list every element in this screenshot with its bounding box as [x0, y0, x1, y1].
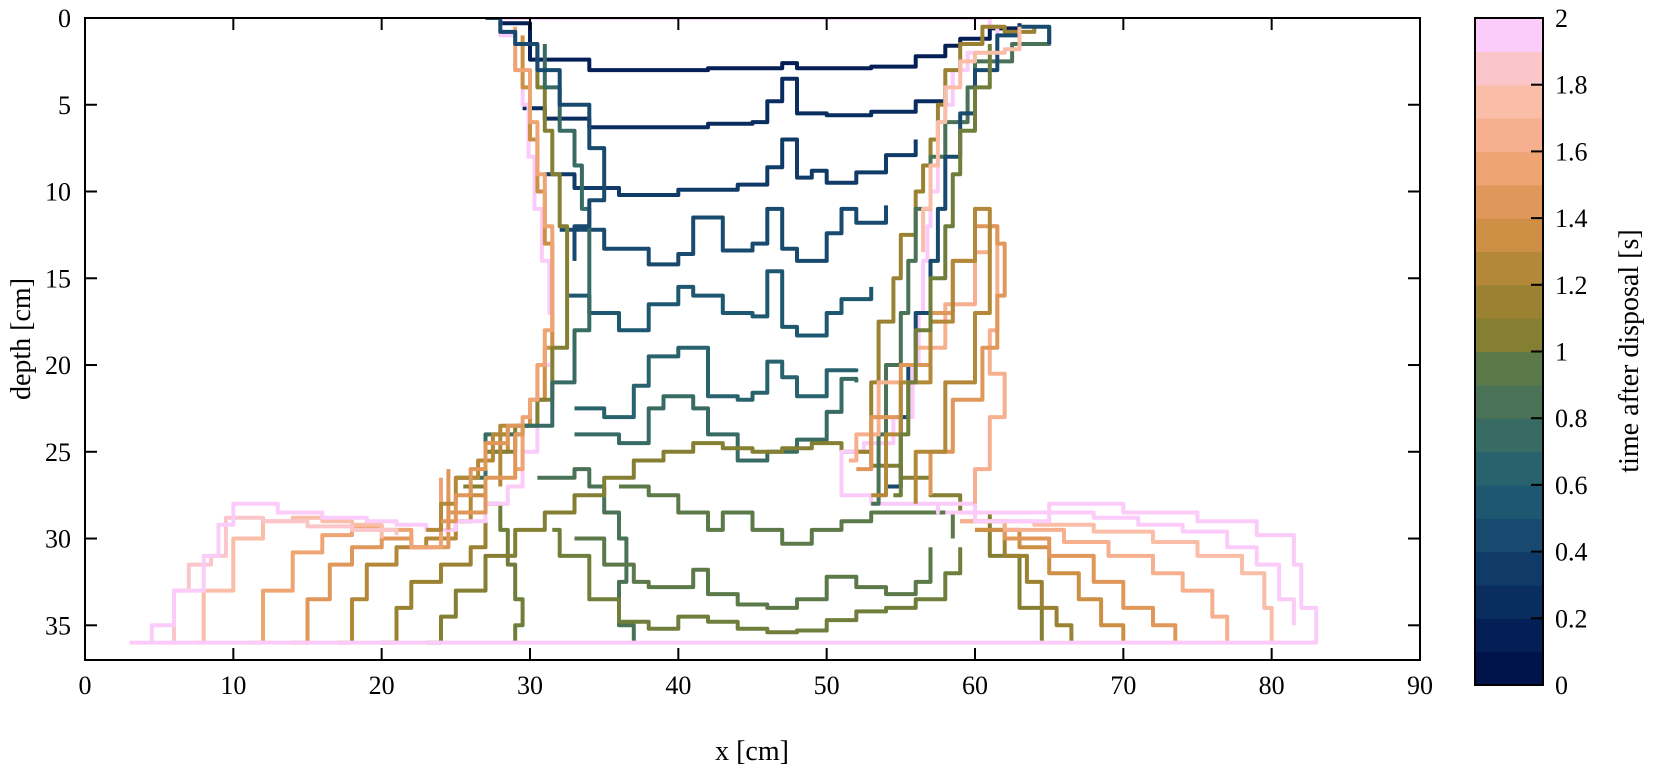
colorbar-swatch [1475, 284, 1543, 319]
y-tick-label: 30 [45, 525, 71, 554]
colorbar-swatch [1475, 18, 1543, 52]
colorbar-swatch [1475, 184, 1543, 219]
colorbar-swatch [1475, 484, 1543, 519]
contour-line-29 [513, 26, 555, 472]
colorbar-tick-label: 2 [1555, 4, 1568, 33]
contour-line-2 [544, 137, 918, 197]
contour-line-17 [292, 469, 451, 645]
y-tick-label: 0 [58, 4, 71, 33]
x-axis-ticks: 0 10 20 30 40 50 60 70 80 90 [79, 18, 1433, 700]
x-tick-label: 10 [220, 671, 246, 700]
contour-line-10 [552, 527, 963, 635]
colorbar-swatch [1475, 651, 1543, 686]
colorbar-tick-label: 1.6 [1555, 137, 1588, 166]
x-tick-label: 90 [1407, 671, 1433, 700]
colorbar-swatch [1475, 118, 1543, 152]
contour-line-40 [441, 423, 525, 530]
colorbar-tick-label: 0.2 [1555, 604, 1588, 633]
y-tick-label: 15 [45, 264, 71, 293]
colorbar-tick-label: 0.4 [1555, 538, 1588, 567]
colorbar-tick-label: 1.2 [1555, 271, 1588, 300]
x-tick-label: 50 [814, 671, 840, 700]
colorbar-tick-label: 1.4 [1555, 204, 1588, 233]
y-tick-label: 35 [45, 611, 71, 640]
colorbar-swatch [1475, 618, 1543, 653]
contour-line-6 [574, 376, 859, 463]
y-tick-label: 5 [58, 91, 71, 120]
contour-line-19 [248, 477, 443, 645]
contour-line-30 [485, 18, 607, 261]
contour-line-22 [975, 519, 1274, 643]
colorbar-swatches [1475, 18, 1543, 686]
contour-line-9 [574, 536, 933, 610]
colorbar-swatch [1475, 251, 1543, 286]
x-tick-label: 70 [1110, 671, 1136, 700]
x-tick-label: 30 [517, 671, 543, 700]
contour-line-28 [455, 44, 592, 480]
y-tick-label: 10 [45, 178, 71, 207]
contour-line-14 [975, 527, 1074, 643]
contour-line-18 [960, 519, 1178, 643]
contour-line-12 [426, 441, 1044, 645]
colorbar-swatch [1475, 51, 1543, 86]
contour-line-23 [166, 515, 399, 645]
contour-line-25 [129, 18, 1319, 645]
contour-line-32 [871, 26, 1052, 506]
colorbar-swatch [1475, 384, 1543, 419]
contour-line-8 [619, 484, 955, 546]
colorbar-swatch [1475, 584, 1543, 619]
contour-line-4 [567, 269, 874, 338]
colorbar-swatch [1475, 84, 1543, 119]
y-axis-label: depth [cm] [6, 278, 37, 400]
colorbar-swatch [1475, 218, 1543, 253]
plot-area: 0 10 20 30 40 50 60 70 80 90 0 5 10 15 20 25 30 35 x [cm… [6, 4, 1433, 767]
colorbar-swatch [1475, 318, 1543, 353]
contour-lines [129, 18, 1319, 645]
colorbar-swatch [1475, 518, 1543, 553]
contour-line-20 [960, 519, 1230, 643]
colorbar-label: time after disposal [s] [1614, 229, 1645, 472]
x-tick-label: 20 [369, 671, 395, 700]
colorbar-swatch [1475, 151, 1543, 186]
x-tick-label: 40 [665, 671, 691, 700]
contour-line-5 [574, 345, 859, 420]
contour-line-0 [500, 21, 1022, 73]
contour-line-36 [871, 206, 992, 504]
y-axis-ticks: 0 5 10 15 20 25 30 35 [45, 4, 1420, 640]
x-axis-label: x [cm] [715, 736, 789, 767]
contour-line-38 [921, 26, 1022, 253]
colorbar-swatch [1475, 418, 1543, 453]
colorbar: 0 0.2 0.4 0.6 0.8 1 1.2 1.4 1.6 1.8 2 time after d… [1474, 4, 1645, 700]
colorbar-tick-label: 0 [1555, 671, 1568, 700]
x-tick-label: 80 [1259, 671, 1285, 700]
x-tick-label: 0 [79, 671, 92, 700]
contour-line-16 [975, 527, 1126, 643]
colorbar-tick-label: 0.6 [1555, 471, 1588, 500]
colorbar-tick-label: 1 [1555, 338, 1568, 367]
y-tick-label: 25 [45, 438, 71, 467]
contour-line-3 [559, 205, 888, 267]
x-tick-label: 60 [962, 671, 988, 700]
y-tick-label: 20 [45, 351, 71, 380]
plot-frame [84, 17, 1421, 661]
contour-line-24 [945, 510, 1296, 626]
colorbar-tick-label: 0.8 [1555, 404, 1588, 433]
contour-line-13 [381, 521, 488, 645]
contour-line-37 [893, 44, 992, 498]
contour-line-11 [485, 501, 525, 643]
colorbar-swatch [1475, 551, 1543, 586]
colorbar-swatch [1475, 351, 1543, 386]
colorbar-ticks: 0 0.2 0.4 0.6 0.8 1 1.2 1.4 1.6 1.8 2 [1531, 4, 1588, 700]
colorbar-swatch [1475, 451, 1543, 486]
colorbar-tick-label: 1.8 [1555, 71, 1588, 100]
